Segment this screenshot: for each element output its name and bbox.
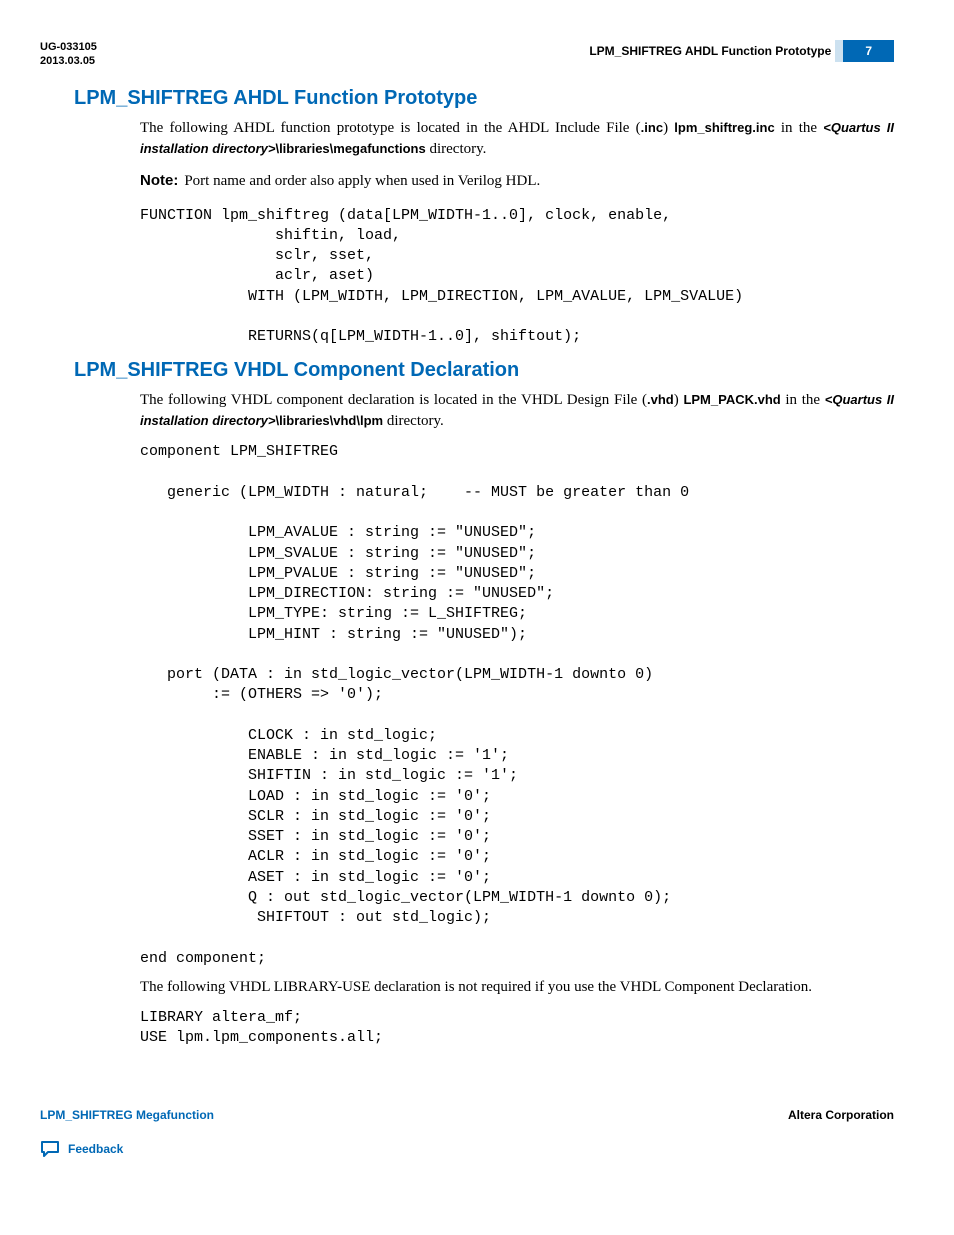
filename: LPM_PACK.vhd: [683, 392, 780, 407]
subpath: \libraries\vhd\lpm: [275, 413, 383, 428]
file-ext: .inc: [641, 120, 663, 135]
filename: lpm_shiftreg.inc: [674, 120, 774, 135]
page-header: UG-033105 2013.03.05 LPM_SHIFTREG AHDL F…: [40, 40, 894, 69]
section2-para2: The following VHDL LIBRARY-USE declarati…: [140, 977, 894, 998]
text: The following VHDL component declaration…: [140, 392, 647, 408]
comment-icon: [40, 1140, 60, 1158]
subpath: \libraries\megafunctions: [275, 141, 425, 156]
section1-title: LPM_SHIFTREG AHDL Function Prototype: [74, 87, 894, 110]
section2-code2: LIBRARY altera_mf; USE lpm.lpm_component…: [140, 1008, 894, 1049]
footer-left[interactable]: LPM_SHIFTREG Megafunction: [40, 1108, 214, 1122]
text: directory.: [426, 141, 487, 157]
page-footer: LPM_SHIFTREG Megafunction Altera Corpora…: [40, 1108, 894, 1122]
note-text: Port name and order also apply when used…: [184, 173, 540, 189]
footer-right: Altera Corporation: [788, 1108, 894, 1122]
page-number: 7: [843, 40, 894, 62]
text: ): [674, 392, 684, 408]
section1-note: Note: Port name and order also apply when…: [140, 170, 894, 192]
header-running-title-group: LPM_SHIFTREG AHDL Function Prototype 7: [589, 40, 894, 62]
section2-code: component LPM_SHIFTREG generic (LPM_WIDT…: [140, 442, 894, 969]
section1-code: FUNCTION lpm_shiftreg (data[LPM_WIDTH-1.…: [140, 206, 894, 348]
header-doc-info: UG-033105 2013.03.05: [40, 40, 97, 69]
section2-title: LPM_SHIFTREG VHDL Component Declaration: [74, 359, 894, 382]
text: in the: [775, 120, 824, 136]
section2-para1: The following VHDL component declaration…: [140, 390, 894, 432]
text: The following AHDL function prototype is…: [140, 120, 641, 136]
feedback-label: Feedback: [68, 1142, 123, 1156]
file-ext: .vhd: [647, 392, 674, 407]
running-title: LPM_SHIFTREG AHDL Function Prototype: [589, 44, 831, 58]
text: ): [663, 120, 674, 136]
feedback-link[interactable]: Feedback: [40, 1140, 894, 1158]
doc-date: 2013.03.05: [40, 54, 97, 68]
text: in the: [781, 392, 825, 408]
note-label: Note:: [140, 172, 178, 189]
text: directory.: [383, 413, 444, 429]
section1-para1: The following AHDL function prototype is…: [140, 118, 894, 160]
doc-id: UG-033105: [40, 40, 97, 54]
